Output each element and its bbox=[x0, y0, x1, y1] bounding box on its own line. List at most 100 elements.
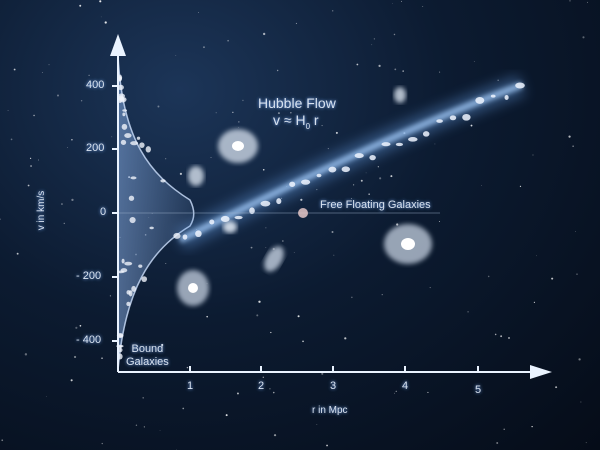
star bbox=[37, 159, 39, 161]
hubble-flow-title: Hubble Flow bbox=[258, 95, 336, 111]
star bbox=[381, 294, 383, 296]
star bbox=[206, 315, 208, 318]
flow-galaxies bbox=[116, 74, 525, 360]
star bbox=[109, 295, 111, 297]
star bbox=[536, 255, 537, 257]
star bbox=[262, 168, 265, 171]
star bbox=[79, 324, 82, 327]
star bbox=[373, 38, 376, 40]
bound-galaxy bbox=[122, 112, 126, 117]
star bbox=[467, 311, 469, 313]
star bbox=[101, 357, 103, 360]
star bbox=[70, 379, 73, 382]
star bbox=[333, 254, 335, 256]
star bbox=[519, 185, 522, 188]
flow-galaxy bbox=[515, 82, 525, 89]
star bbox=[572, 145, 574, 147]
bound-galaxy bbox=[128, 195, 135, 201]
flow-galaxy bbox=[462, 113, 471, 121]
star bbox=[256, 314, 259, 317]
star bbox=[365, 172, 367, 174]
y-tick: - 400 bbox=[76, 334, 102, 346]
star bbox=[576, 273, 578, 275]
star bbox=[377, 166, 379, 168]
flow-galaxy bbox=[209, 219, 215, 225]
star bbox=[494, 333, 497, 336]
star bbox=[394, 392, 396, 394]
star bbox=[392, 3, 393, 4]
flow-galaxy bbox=[475, 96, 485, 104]
star bbox=[7, 109, 9, 111]
star bbox=[67, 147, 69, 149]
bound-galaxy bbox=[126, 301, 131, 307]
star bbox=[104, 21, 107, 24]
star bbox=[232, 111, 234, 113]
star bbox=[434, 143, 436, 145]
star bbox=[142, 397, 144, 399]
star bbox=[71, 139, 73, 141]
x-tick: 3 bbox=[330, 380, 337, 392]
star bbox=[316, 424, 318, 425]
bound-label-line1: Bound bbox=[131, 343, 164, 355]
flow-galaxy bbox=[260, 200, 271, 207]
star bbox=[401, 0, 402, 2]
star bbox=[321, 372, 324, 375]
flow-galaxy bbox=[220, 215, 230, 222]
star bbox=[29, 157, 32, 159]
star bbox=[532, 154, 534, 156]
bound-galaxies-distribution bbox=[118, 55, 194, 370]
bound-galaxy bbox=[145, 146, 151, 153]
star bbox=[258, 300, 261, 303]
star bbox=[227, 39, 229, 42]
x-axis-label: r in Mpc bbox=[312, 405, 348, 416]
flow-galaxy bbox=[182, 234, 188, 240]
star bbox=[238, 127, 239, 129]
star bbox=[427, 391, 429, 394]
star bbox=[497, 79, 499, 81]
star bbox=[395, 390, 397, 392]
star bbox=[179, 172, 183, 175]
star bbox=[99, 0, 102, 3]
flow-galaxy bbox=[449, 115, 457, 121]
formula-r: r bbox=[310, 112, 319, 128]
y-axis-label: v in km/s bbox=[36, 190, 48, 231]
star bbox=[293, 251, 295, 253]
star bbox=[210, 157, 212, 158]
star bbox=[580, 401, 582, 403]
y-tick: 400 bbox=[86, 79, 105, 91]
star bbox=[48, 64, 50, 66]
star bbox=[56, 94, 60, 97]
bound-galaxies-label: Bound Galaxies bbox=[126, 343, 169, 369]
y-tick: - 200 bbox=[76, 270, 102, 282]
flow-galaxy bbox=[490, 94, 496, 98]
star bbox=[587, 1, 588, 3]
star bbox=[1, 439, 4, 442]
star bbox=[276, 69, 279, 72]
star bbox=[79, 4, 82, 7]
star bbox=[487, 275, 490, 278]
star bbox=[101, 442, 103, 445]
star bbox=[379, 177, 382, 180]
star bbox=[422, 6, 424, 7]
star bbox=[161, 343, 164, 347]
x-tick: 1 bbox=[187, 380, 194, 392]
star bbox=[236, 392, 239, 395]
star bbox=[165, 263, 167, 264]
star bbox=[503, 428, 505, 430]
bound-galaxy bbox=[117, 84, 124, 91]
star bbox=[508, 337, 510, 339]
star bbox=[265, 227, 267, 229]
star bbox=[344, 337, 347, 340]
star bbox=[429, 287, 431, 289]
star bbox=[165, 158, 167, 160]
formula-subscript: 0 bbox=[305, 121, 311, 131]
star bbox=[575, 231, 577, 232]
flow-galaxy bbox=[422, 131, 430, 137]
bound-galaxy bbox=[160, 179, 166, 183]
star bbox=[568, 135, 571, 138]
flow-galaxy bbox=[354, 153, 364, 159]
star bbox=[41, 72, 43, 74]
flow-galaxy bbox=[408, 137, 418, 142]
